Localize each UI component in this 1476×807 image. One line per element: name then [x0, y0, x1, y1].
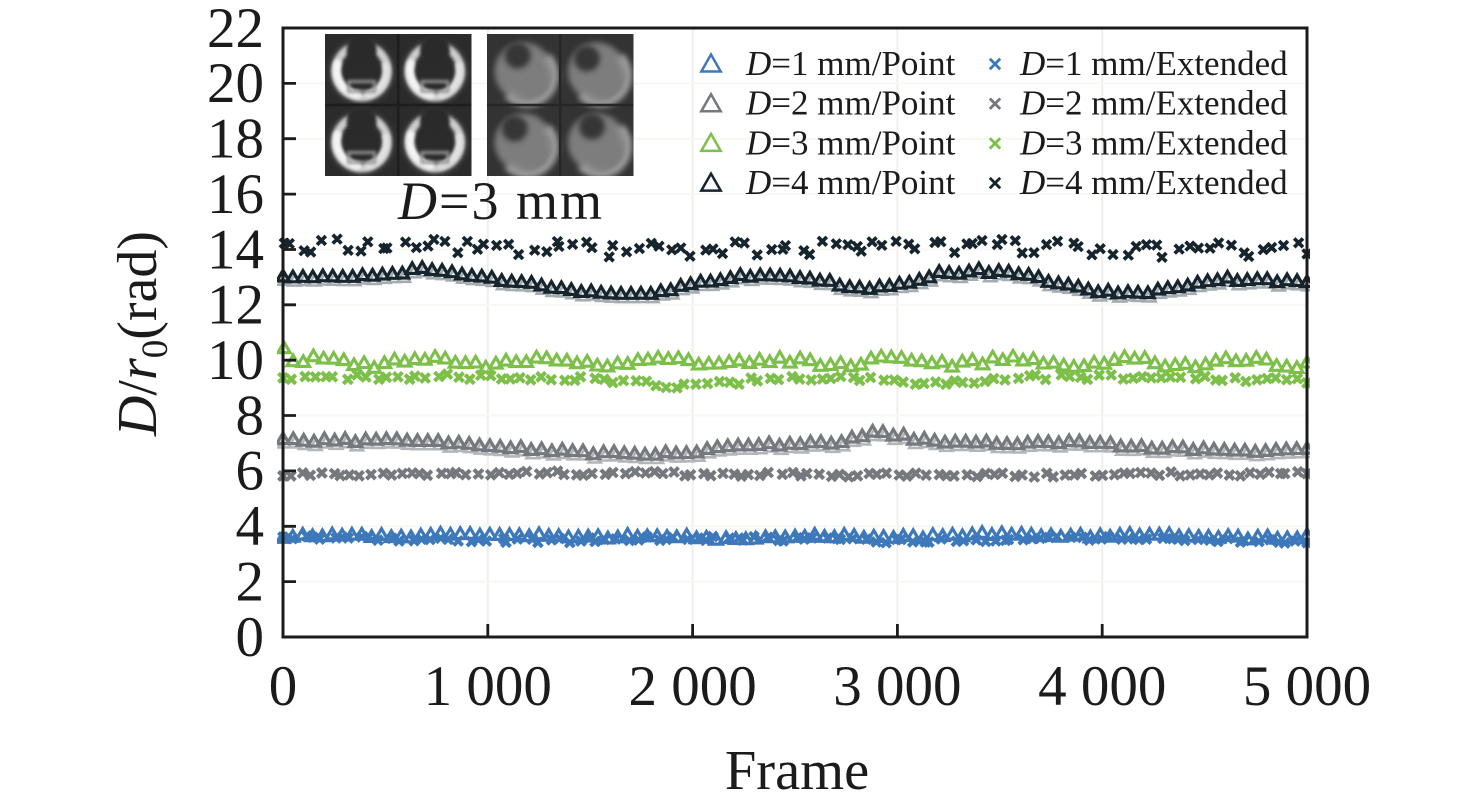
svg-text:12: 12: [207, 274, 264, 337]
svg-text:D=3 mm/Extended: D=3 mm/Extended: [1019, 123, 1288, 162]
svg-text:D=4 mm/Extended: D=4 mm/Extended: [1019, 163, 1288, 202]
svg-text:10: 10: [207, 329, 264, 392]
svg-text:D=3 mm: D=3 mm: [397, 171, 604, 231]
svg-text:3 000: 3 000: [833, 655, 961, 718]
svg-text:D/r0(rad): D/r0(rad): [107, 231, 176, 437]
svg-text:0: 0: [236, 606, 265, 669]
svg-text:22: 22: [207, 0, 264, 60]
svg-text:14: 14: [207, 218, 264, 281]
svg-text:D=1 mm/Extended: D=1 mm/Extended: [1019, 44, 1288, 83]
svg-text:Frame: Frame: [725, 740, 869, 802]
svg-text:6: 6: [236, 440, 265, 503]
svg-text:D=4 mm/Point: D=4 mm/Point: [745, 163, 956, 202]
svg-text:5 000: 5 000: [1243, 655, 1371, 718]
svg-text:20: 20: [207, 52, 264, 115]
svg-text:D=1 mm/Point: D=1 mm/Point: [745, 44, 956, 83]
svg-text:2 000: 2 000: [628, 655, 756, 718]
svg-text:4 000: 4 000: [1038, 655, 1166, 718]
svg-text:D=2 mm/Extended: D=2 mm/Extended: [1019, 84, 1288, 123]
svg-text:18: 18: [207, 108, 264, 171]
svg-text:D=2 mm/Point: D=2 mm/Point: [745, 84, 956, 123]
svg-text:0: 0: [269, 655, 298, 718]
svg-text:1 000: 1 000: [424, 655, 552, 718]
svg-text:16: 16: [207, 163, 264, 226]
svg-text:D=3 mm/Point: D=3 mm/Point: [745, 123, 956, 162]
svg-text:4: 4: [236, 495, 265, 558]
svg-text:2: 2: [236, 550, 265, 613]
svg-text:8: 8: [236, 384, 265, 447]
